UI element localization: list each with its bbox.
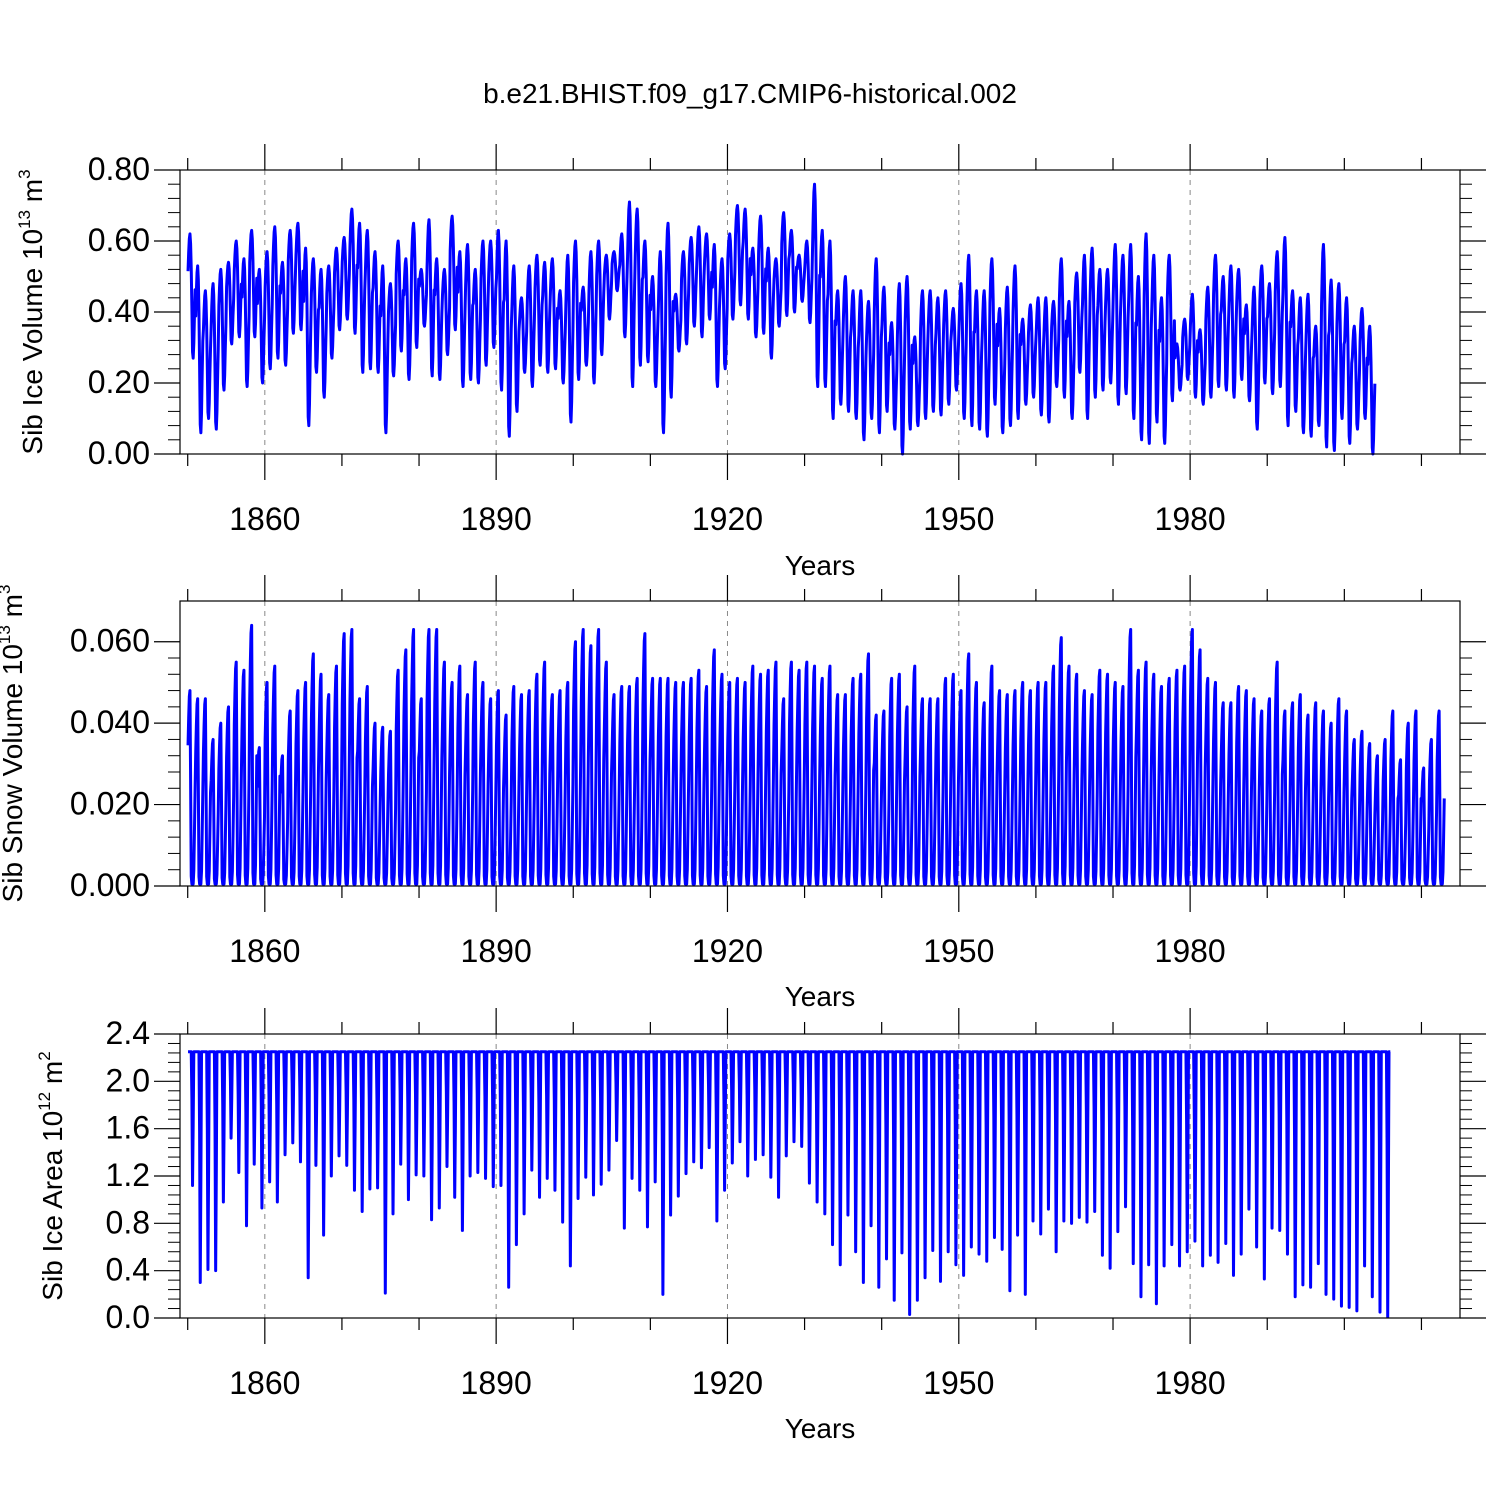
chart-panel-1: 0.00 0.20 0.40 0.60 0.80 1860 1890 1920 1950 1980…: [15, 144, 1486, 581]
y-tick-label: 0.8: [106, 1204, 150, 1240]
x-tick-label: 1890: [461, 501, 532, 537]
y-label-main: Sib Snow Volume 10: [0, 644, 28, 902]
x-tick-label: 1980: [1155, 933, 1226, 969]
x-tick-label: 1980: [1155, 1365, 1226, 1401]
y-tick-label: 1.6: [106, 1110, 150, 1146]
y-label-main: Sib Ice Volume 10: [17, 229, 48, 455]
y-tick-label: 0.000: [70, 867, 150, 903]
x-tick-label: 1920: [692, 501, 763, 537]
y-tick-label: 2.0: [106, 1062, 150, 1098]
y-label-exponent: 12: [35, 1092, 54, 1111]
y-tick-label: 0.060: [70, 623, 150, 659]
series-line: [186, 182, 1377, 456]
figure-title: b.e21.BHIST.f09_g17.CMIP6-historical.002: [483, 78, 1017, 109]
y-tick-label: 0.20: [88, 364, 150, 400]
x-axis-label: Years: [785, 981, 856, 1012]
chart-panel-2: 0.000 0.020 0.040 0.060 1860 1890 1920 1950 1980…: [0, 575, 1486, 1012]
plot-frame: [179, 600, 1461, 887]
x-tick-label: 1950: [923, 501, 994, 537]
y-label-exponent: 13: [15, 210, 34, 229]
y-label-unit-exponent: 3: [15, 169, 34, 178]
y-label-exponent: 13: [0, 625, 14, 644]
series-line: [187, 1050, 1392, 1319]
y-tick-label: 0.020: [70, 786, 150, 822]
y-axis-label: Sib Ice Volume 1013 m3: [15, 169, 48, 454]
y-label-unit-exponent: 3: [0, 585, 14, 594]
x-tick-label: 1860: [229, 501, 300, 537]
x-axis-label: Years: [785, 1413, 856, 1444]
y-tick-label: 0.040: [70, 704, 150, 740]
y-tick-label: 0.40: [88, 293, 150, 329]
y-tick-label: 0.4: [106, 1252, 150, 1288]
y-tick-label: 0.0: [106, 1299, 150, 1335]
x-tick-label: 1950: [923, 1365, 994, 1401]
x-tick-label: 1920: [692, 1365, 763, 1401]
series-line: [186, 623, 1446, 886]
x-tick-label: 1860: [229, 933, 300, 969]
y-tick-label: 0.60: [88, 222, 150, 258]
y-label-main: Sib Ice Area 10: [37, 1111, 68, 1301]
x-tick-label: 1920: [692, 933, 763, 969]
y-tick-label: 1.2: [106, 1157, 150, 1193]
y-label-unit: m: [17, 179, 48, 210]
y-tick-label: 0.00: [88, 435, 150, 471]
y-label-unit: m: [37, 1061, 68, 1092]
x-tick-label: 1890: [461, 1365, 532, 1401]
y-label-unit: m: [0, 594, 28, 625]
chart-panel-3: 0.0 0.4 0.8 1.2 1.6 2.0 2.4 1860 1890 1920 1950 198…: [35, 1008, 1486, 1444]
y-tick-label: 2.4: [106, 1015, 150, 1051]
y-axis-label: Sib Snow Volume 1013 m3: [0, 585, 28, 903]
x-tick-label: 1950: [923, 933, 994, 969]
x-tick-label: 1980: [1155, 501, 1226, 537]
y-label-unit-exponent: 2: [35, 1051, 54, 1060]
x-tick-label: 1860: [229, 1365, 300, 1401]
y-axis-label: Sib Ice Area 1012 m2: [35, 1051, 68, 1300]
x-axis-label: Years: [785, 550, 856, 581]
x-tick-label: 1890: [461, 933, 532, 969]
y-tick-label: 0.80: [88, 151, 150, 187]
